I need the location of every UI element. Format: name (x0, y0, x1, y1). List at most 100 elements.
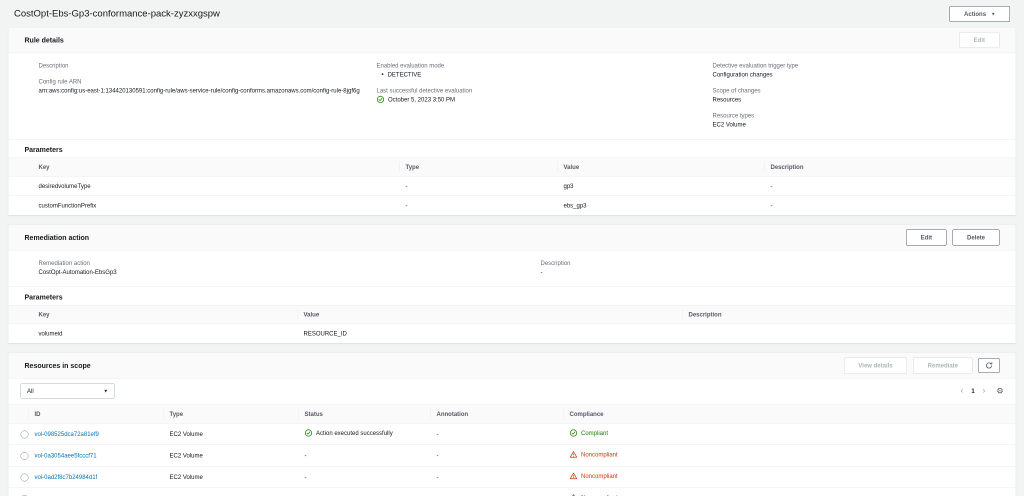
row-radio[interactable] (20, 430, 29, 439)
trigger-type-label: Detective evaluation trigger type (712, 62, 799, 69)
resources-table: ID Type Status Annotation Compliance vol… (8, 404, 1016, 496)
param-value: ebs_gp3 (557, 195, 765, 215)
remediation-action-field: Remediation action CostOpt-Automation-Eb… (39, 259, 541, 277)
remediate-button[interactable]: Remediate (913, 357, 973, 374)
col-status: Status (298, 404, 431, 424)
col-compliance: Compliance (563, 404, 1016, 424)
remediation-card: Remediation action Edit Delete Remediati… (8, 224, 1016, 344)
compliance-status: Noncompliant (581, 472, 618, 480)
page-number[interactable]: 1 (971, 387, 975, 395)
warning-triangle-icon (569, 451, 578, 458)
compliance-status: Noncompliant (581, 493, 618, 496)
remediation-edit-button[interactable]: Edit (906, 229, 947, 246)
filter-selected-value: All (27, 387, 34, 395)
table-row: vol-0a3054aee5fcccf71 EC2 Volume - - Non… (8, 444, 1016, 467)
success-check-icon (304, 429, 313, 437)
resources-card: Resources in scope View details Remediat… (8, 352, 1016, 496)
resource-status: - (298, 466, 431, 488)
rule-parameters-header-row: Key Type Value Description (8, 157, 1016, 177)
evaluation-mode-value: DETECTIVE (377, 70, 713, 79)
col-type: Type (163, 404, 299, 424)
config-rule-arn-label: Config rule ARN (38, 78, 82, 85)
col-value: Value (297, 305, 683, 324)
rule-details-col-2: Enabled evaluation mode DETECTIVE Last s… (377, 61, 713, 136)
rule-details-card: Rule details Edit Description Config rul… (8, 27, 1016, 216)
remediation-parameters-header-row: Key Value Description (8, 305, 1016, 324)
next-page-icon[interactable]: › (982, 386, 986, 395)
page-body: Rule details Edit Description Config rul… (0, 27, 1024, 496)
param-description: - (770, 182, 773, 190)
config-rule-arn-field: Config rule ARN arn:aws:config:us-east-1… (39, 77, 377, 95)
resource-id-link[interactable]: vol-0ad2f8c7b24984d1f (34, 473, 98, 481)
evaluation-mode-label: Enabled evaluation mode (376, 62, 445, 69)
compliance-status: Compliant (581, 429, 609, 437)
resource-status: Action executed successfully (316, 429, 393, 437)
resource-id-link[interactable]: vol-098525dca72a81ef9 (34, 430, 99, 438)
remediation-fields: Remediation action CostOpt-Automation-Eb… (9, 251, 1016, 287)
remediation-parameters-title: Parameters (8, 286, 1016, 306)
param-type: - (405, 182, 408, 190)
last-evaluation-field: Last successful detective evaluation Oct… (377, 86, 713, 105)
remediation-description-field: Description - (541, 259, 1000, 277)
resource-types-value: EC2 Volume (712, 121, 746, 128)
col-value: Value (557, 157, 765, 177)
refresh-button[interactable] (978, 358, 1000, 373)
col-description: Description (764, 157, 1016, 177)
title-bar: CostOpt-Ebs-Gp3-conformance-pack-zyzxxgs… (0, 0, 1024, 27)
col-select (8, 404, 29, 424)
table-row: vol-0deb7803710ab5171 EC2 Volume - - Non… (8, 487, 1016, 496)
remediation-header: Remediation action Edit Delete (8, 225, 1016, 251)
description-label: Description (38, 62, 69, 69)
resource-id-link[interactable]: vol-0a3054aee5fcccf71 (34, 452, 97, 459)
param-value: RESOURCE_ID (303, 330, 347, 337)
caret-down-icon: ▼ (991, 11, 996, 17)
config-rule-arn-value: arn:aws:config:us-east-1:134420130591:co… (38, 87, 360, 94)
rule-edit-button[interactable]: Edit (959, 32, 1000, 48)
remediation-delete-button[interactable]: Delete (952, 229, 1000, 246)
rule-parameters-table: Key Type Value Description desiredvolume… (8, 157, 1016, 215)
resources-filter-select[interactable]: All ▼ (20, 383, 115, 399)
param-key: desiredvolumeType (38, 182, 91, 190)
resources-title: Resources in scope (24, 361, 91, 370)
param-key: volumeid (38, 330, 63, 337)
rule-details-fields: Description Config rule ARN arn:aws:conf… (9, 53, 1016, 139)
gear-icon[interactable]: ⚙ (996, 387, 1004, 396)
actions-button[interactable]: Actions ▼ (949, 6, 1010, 22)
col-key: Key (8, 157, 400, 177)
remediation-action-value: CostOpt-Automation-EbsGp3 (38, 268, 117, 276)
view-details-button[interactable]: View details (843, 357, 908, 374)
resources-header-row: ID Type Status Annotation Compliance (8, 404, 1016, 424)
remediation-title: Remediation action (24, 233, 90, 242)
rule-details-col-1: Description Config rule ARN arn:aws:conf… (39, 61, 377, 136)
resource-status: - (298, 487, 431, 496)
resource-annotation: - (430, 466, 564, 488)
prev-page-icon[interactable]: ‹ (960, 386, 964, 395)
remediation-description-value: - (540, 268, 543, 276)
resources-toolbar: All ▼ ‹ 1 › ⚙ (9, 379, 1016, 405)
refresh-icon (986, 362, 993, 369)
resource-type: EC2 Volume (163, 444, 299, 467)
rule-details-header: Rule details Edit (8, 27, 1016, 53)
resource-type: EC2 Volume (163, 466, 299, 488)
table-row: desiredvolumeType - gp3 - (9, 176, 1016, 196)
table-row: customFunctionPrefix - ebs_gp3 - (8, 195, 1016, 215)
trigger-type-value: Configuration changes (712, 71, 773, 78)
evaluation-mode-field: Enabled evaluation mode DETECTIVE (377, 61, 713, 79)
resource-status: - (298, 444, 431, 467)
description-field: Description (39, 61, 377, 70)
remediation-action-label: Remediation action (38, 259, 90, 267)
resource-annotation: - (430, 444, 564, 467)
pagination: ‹ 1 › ⚙ (961, 386, 1004, 396)
trigger-type-field: Detective evaluation trigger type Config… (713, 61, 1000, 79)
row-radio[interactable] (20, 473, 29, 482)
row-radio[interactable] (20, 451, 29, 460)
last-evaluation-value: October 5, 2023 3:50 PM (388, 96, 456, 103)
resource-type: EC2 Volume (163, 487, 299, 496)
scope-of-changes-value: Resources (712, 96, 742, 103)
compliance-status: Noncompliant (581, 451, 618, 458)
resource-annotation: - (436, 430, 439, 438)
table-row: vol-098525dca72a81ef9 EC2 Volume Action … (9, 423, 1016, 445)
warning-triangle-icon (569, 472, 578, 480)
